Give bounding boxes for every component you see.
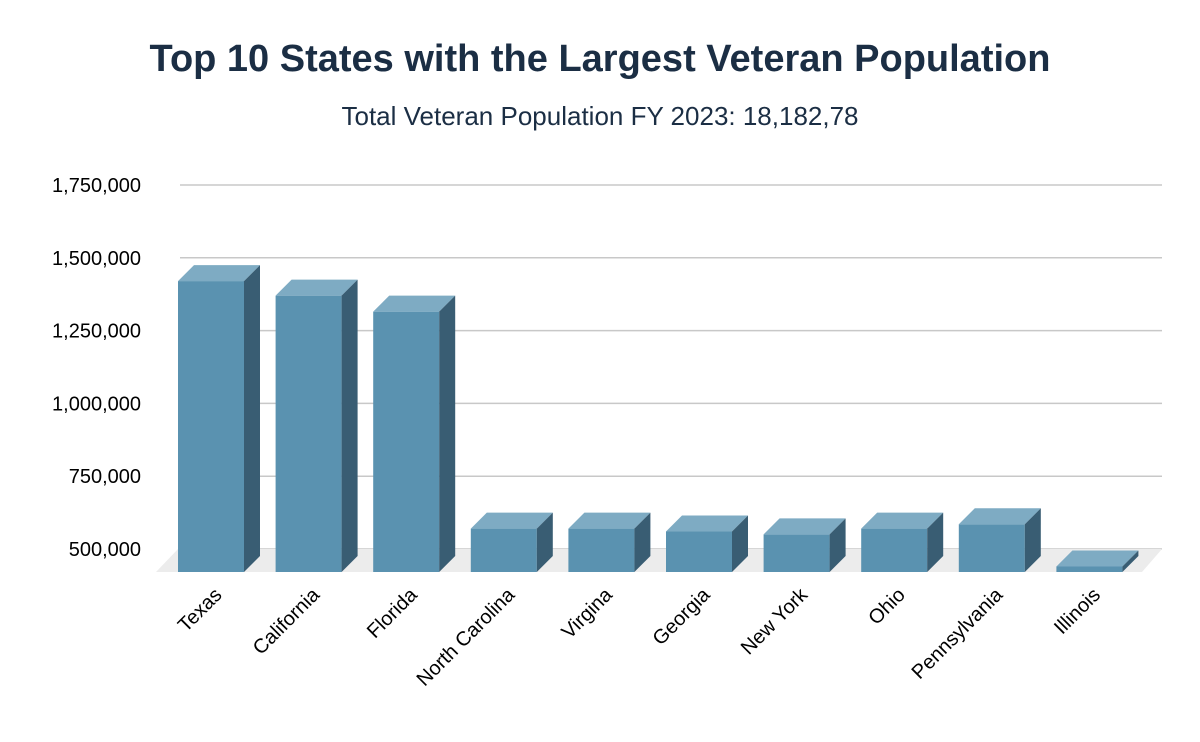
bar-side	[439, 295, 456, 572]
y-tick-label: 1,000,000	[52, 393, 141, 415]
y-tick-label: 1,250,000	[52, 321, 141, 343]
bar-side	[244, 265, 260, 572]
bar-georgia	[666, 515, 748, 572]
x-tick-label: Virgina	[558, 583, 618, 643]
bar-california	[275, 279, 358, 572]
x-tick-label: Florida	[363, 583, 422, 642]
x-tick-label: North Carolina	[413, 583, 520, 690]
chart-title: Top 10 States with the Largest Veteran P…	[149, 38, 1051, 80]
x-tick-label: Texas	[174, 584, 227, 637]
bar-ohio	[861, 512, 944, 572]
x-tick-label: Pennsylvania	[908, 583, 1008, 683]
bar-texas	[178, 265, 260, 572]
bar-top	[178, 265, 260, 282]
bar-side	[536, 512, 553, 572]
bar-top	[568, 512, 651, 529]
bars	[178, 265, 1139, 572]
bar-florida	[373, 295, 456, 572]
x-tick-label: New York	[737, 583, 813, 659]
x-tick-label: Illinois	[1050, 584, 1105, 639]
bar-side	[927, 512, 944, 572]
x-tick-label: Ohio	[864, 584, 909, 629]
bar-side	[1024, 508, 1041, 572]
bar-illinois	[1056, 550, 1139, 572]
chart-subtitle: Total Veteran Population FY 2023: 18,182…	[341, 101, 859, 131]
y-tick-label: 500,000	[69, 539, 141, 561]
bar-side	[1122, 550, 1139, 572]
bar-side	[341, 279, 358, 572]
bar-virgina	[568, 512, 651, 572]
bar-top	[958, 508, 1041, 525]
bar-side	[634, 512, 651, 572]
bar-side	[732, 515, 748, 572]
bar-new-york	[763, 518, 846, 572]
bar-top	[470, 512, 553, 529]
bar-front	[1056, 566, 1123, 572]
bar-front	[568, 528, 635, 572]
y-tick-label: 1,500,000	[52, 248, 141, 270]
y-tick-label: 750,000	[69, 466, 141, 488]
y-tick-label: 1,750,000	[52, 175, 141, 197]
bar-top	[275, 279, 358, 296]
bar-front	[763, 534, 830, 572]
bar-top	[373, 295, 456, 312]
bar-top	[763, 518, 846, 535]
bar-front	[470, 528, 537, 572]
bar-front	[275, 295, 342, 572]
bar-top	[666, 515, 748, 532]
y-axis-ticks: 500,000 750,000 1,000,000 1,250,000 1,500,00…	[52, 175, 141, 561]
bar-top	[861, 512, 944, 529]
bar-front	[373, 311, 440, 572]
bar-pennsylvania	[958, 508, 1041, 572]
x-tick-label: Georgia	[649, 583, 715, 649]
x-tick-label: California	[249, 583, 325, 659]
bar-front	[861, 528, 928, 572]
bar-side	[829, 518, 846, 572]
bar-front	[178, 281, 244, 572]
bar-front	[958, 524, 1025, 572]
bar-top	[1056, 550, 1139, 567]
bar-front	[666, 531, 732, 572]
bar-north-carolina	[470, 512, 553, 572]
